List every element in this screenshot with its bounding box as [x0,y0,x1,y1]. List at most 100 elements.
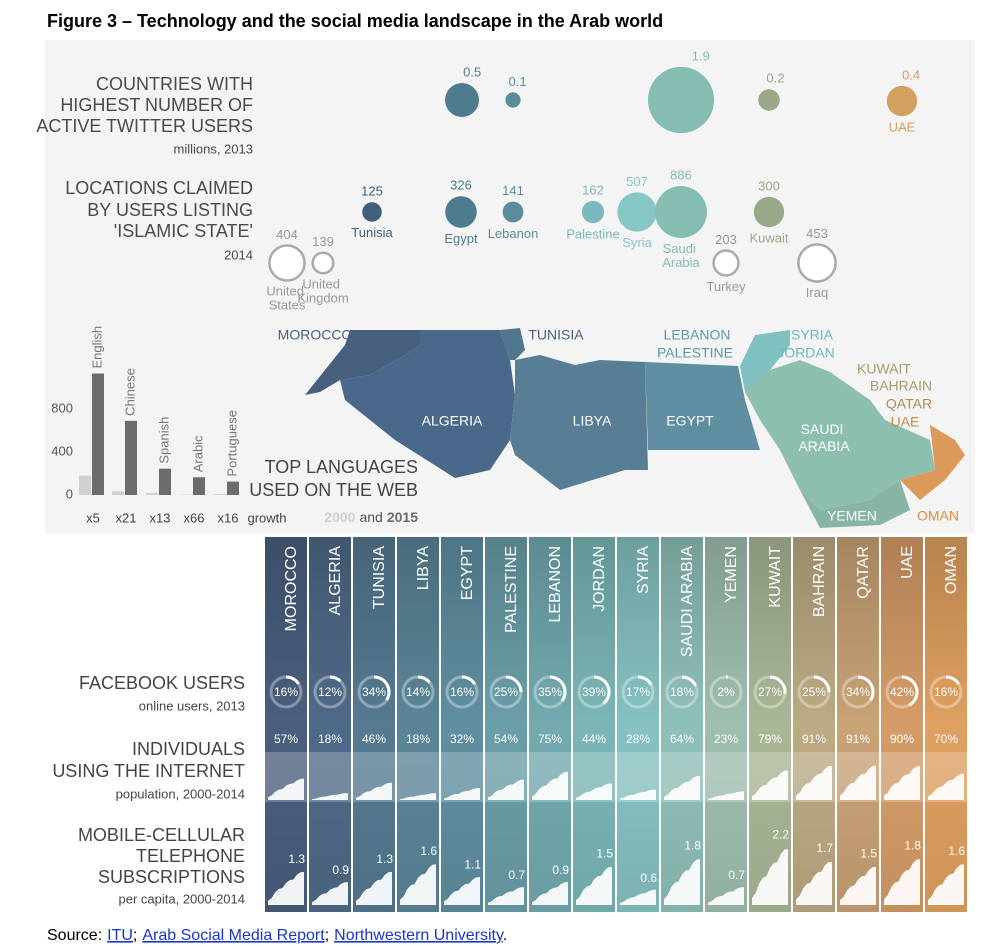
donut-arc [549,675,567,702]
row-title: SUBSCRIPTIONS [98,867,245,887]
column-name: ALGERIA [327,546,344,616]
column-shade [397,537,439,912]
value-label: 1.5 [860,847,877,861]
source-link[interactable]: Northwestern University [334,927,504,944]
category-label: English [89,326,104,369]
map-label: BAHRAIN [870,378,932,394]
region [745,360,935,510]
bubble [647,66,715,134]
source-link[interactable]: ITU [107,927,133,944]
row-subtitle: online users, 2013 [139,698,245,713]
bar [112,491,124,495]
value-label: 0.7 [728,868,745,882]
map-label: OMAN [917,508,959,524]
internet-area [488,779,524,800]
column-shade [925,537,967,912]
chart-subtitle: millions, 2013 [174,141,254,156]
bubble [445,196,477,228]
row-title: MOBILE-CELLULAR [78,825,245,845]
value-label: 91% [802,732,826,746]
value-label: 0.7 [508,868,525,882]
column-shade [661,537,703,912]
bar [146,492,158,495]
mobile-area [400,864,436,905]
donut-arc [373,675,391,701]
column-name: YEMEN [723,546,740,603]
value-label: 0.2 [766,71,784,86]
value-label: 1.3 [376,852,393,866]
mobile-area [708,887,744,905]
value-label: 70% [934,732,958,746]
bar [227,481,239,495]
legend-entry: 2000 [324,509,355,525]
column-name: OMAN [943,546,960,594]
value-label: 16% [934,685,958,699]
category-label: Chinese [122,368,137,416]
region [340,330,515,478]
value-label: 54% [494,732,518,746]
value-label: 75% [538,732,562,746]
region [740,330,790,392]
value-label: 0.6 [640,871,657,885]
internet-area [928,773,964,800]
value-label: 326 [450,178,472,193]
map-label: LEBANON [664,327,731,343]
internet-area [708,791,744,800]
source-end: . [503,927,507,944]
growth-label: x66 [184,510,205,525]
mobile-area [928,864,964,905]
value-label: 886 [670,167,692,182]
value-label: 35% [538,685,562,699]
bubble-label: Kuwait [749,231,788,246]
donut-arc [461,675,476,685]
bubble [445,83,479,117]
growth-title: growth [247,510,286,525]
bubble-label: Tunisia [351,225,393,240]
value-label: 203 [715,232,737,247]
column-name: EGYPT [459,546,476,600]
category-label: Arabic [190,435,205,472]
map-label: MOROCCO [278,327,353,343]
donut-arc [593,675,611,705]
value-label: 57% [274,732,298,746]
mobile-area [312,882,348,905]
column-shade [265,537,307,912]
bubble-label: Iraq [806,285,828,300]
column-shade [881,537,923,912]
internet-area [576,783,612,800]
chart-title: COUNTRIES WITH [96,74,253,94]
internet-area [664,775,700,800]
chart-title: 'ISLAMIC STATE' [114,221,253,241]
internet-area [796,765,832,800]
donut-arc [417,675,431,684]
column-shade [617,537,659,912]
map-label: PALESTINE [657,345,733,361]
value-label: 1.3 [288,852,305,866]
region [305,330,420,395]
map [305,328,965,528]
mobile-area [576,866,612,905]
growth-label: x13 [150,510,171,525]
value-label: 1.5 [596,847,613,861]
chart-title: BY USERS LISTING [87,200,253,220]
row-subtitle: population, 2000-2014 [116,786,245,801]
region [800,480,910,528]
mobile-area [444,876,480,905]
value-label: 1.8 [684,838,701,852]
value-label: 64% [670,732,694,746]
internet-area [752,770,788,800]
chart-subtitle: 2014 [224,247,253,262]
column-name: LIBYA [415,546,432,591]
donut-arc [945,675,960,685]
column-shade [705,537,747,912]
source-link[interactable]: Arab Social Media Report [142,927,325,944]
value-label: 1.9 [692,48,710,63]
value-label: 18% [406,732,430,746]
column-shade [353,537,395,912]
y-tick-label: 800 [51,400,73,415]
chart-title: TOP LANGUAGES [265,457,418,477]
value-label: 16% [450,685,474,699]
column-shade [529,537,571,912]
bubble-label: Palestine [566,227,619,242]
map-label: YEMEN [827,508,877,524]
